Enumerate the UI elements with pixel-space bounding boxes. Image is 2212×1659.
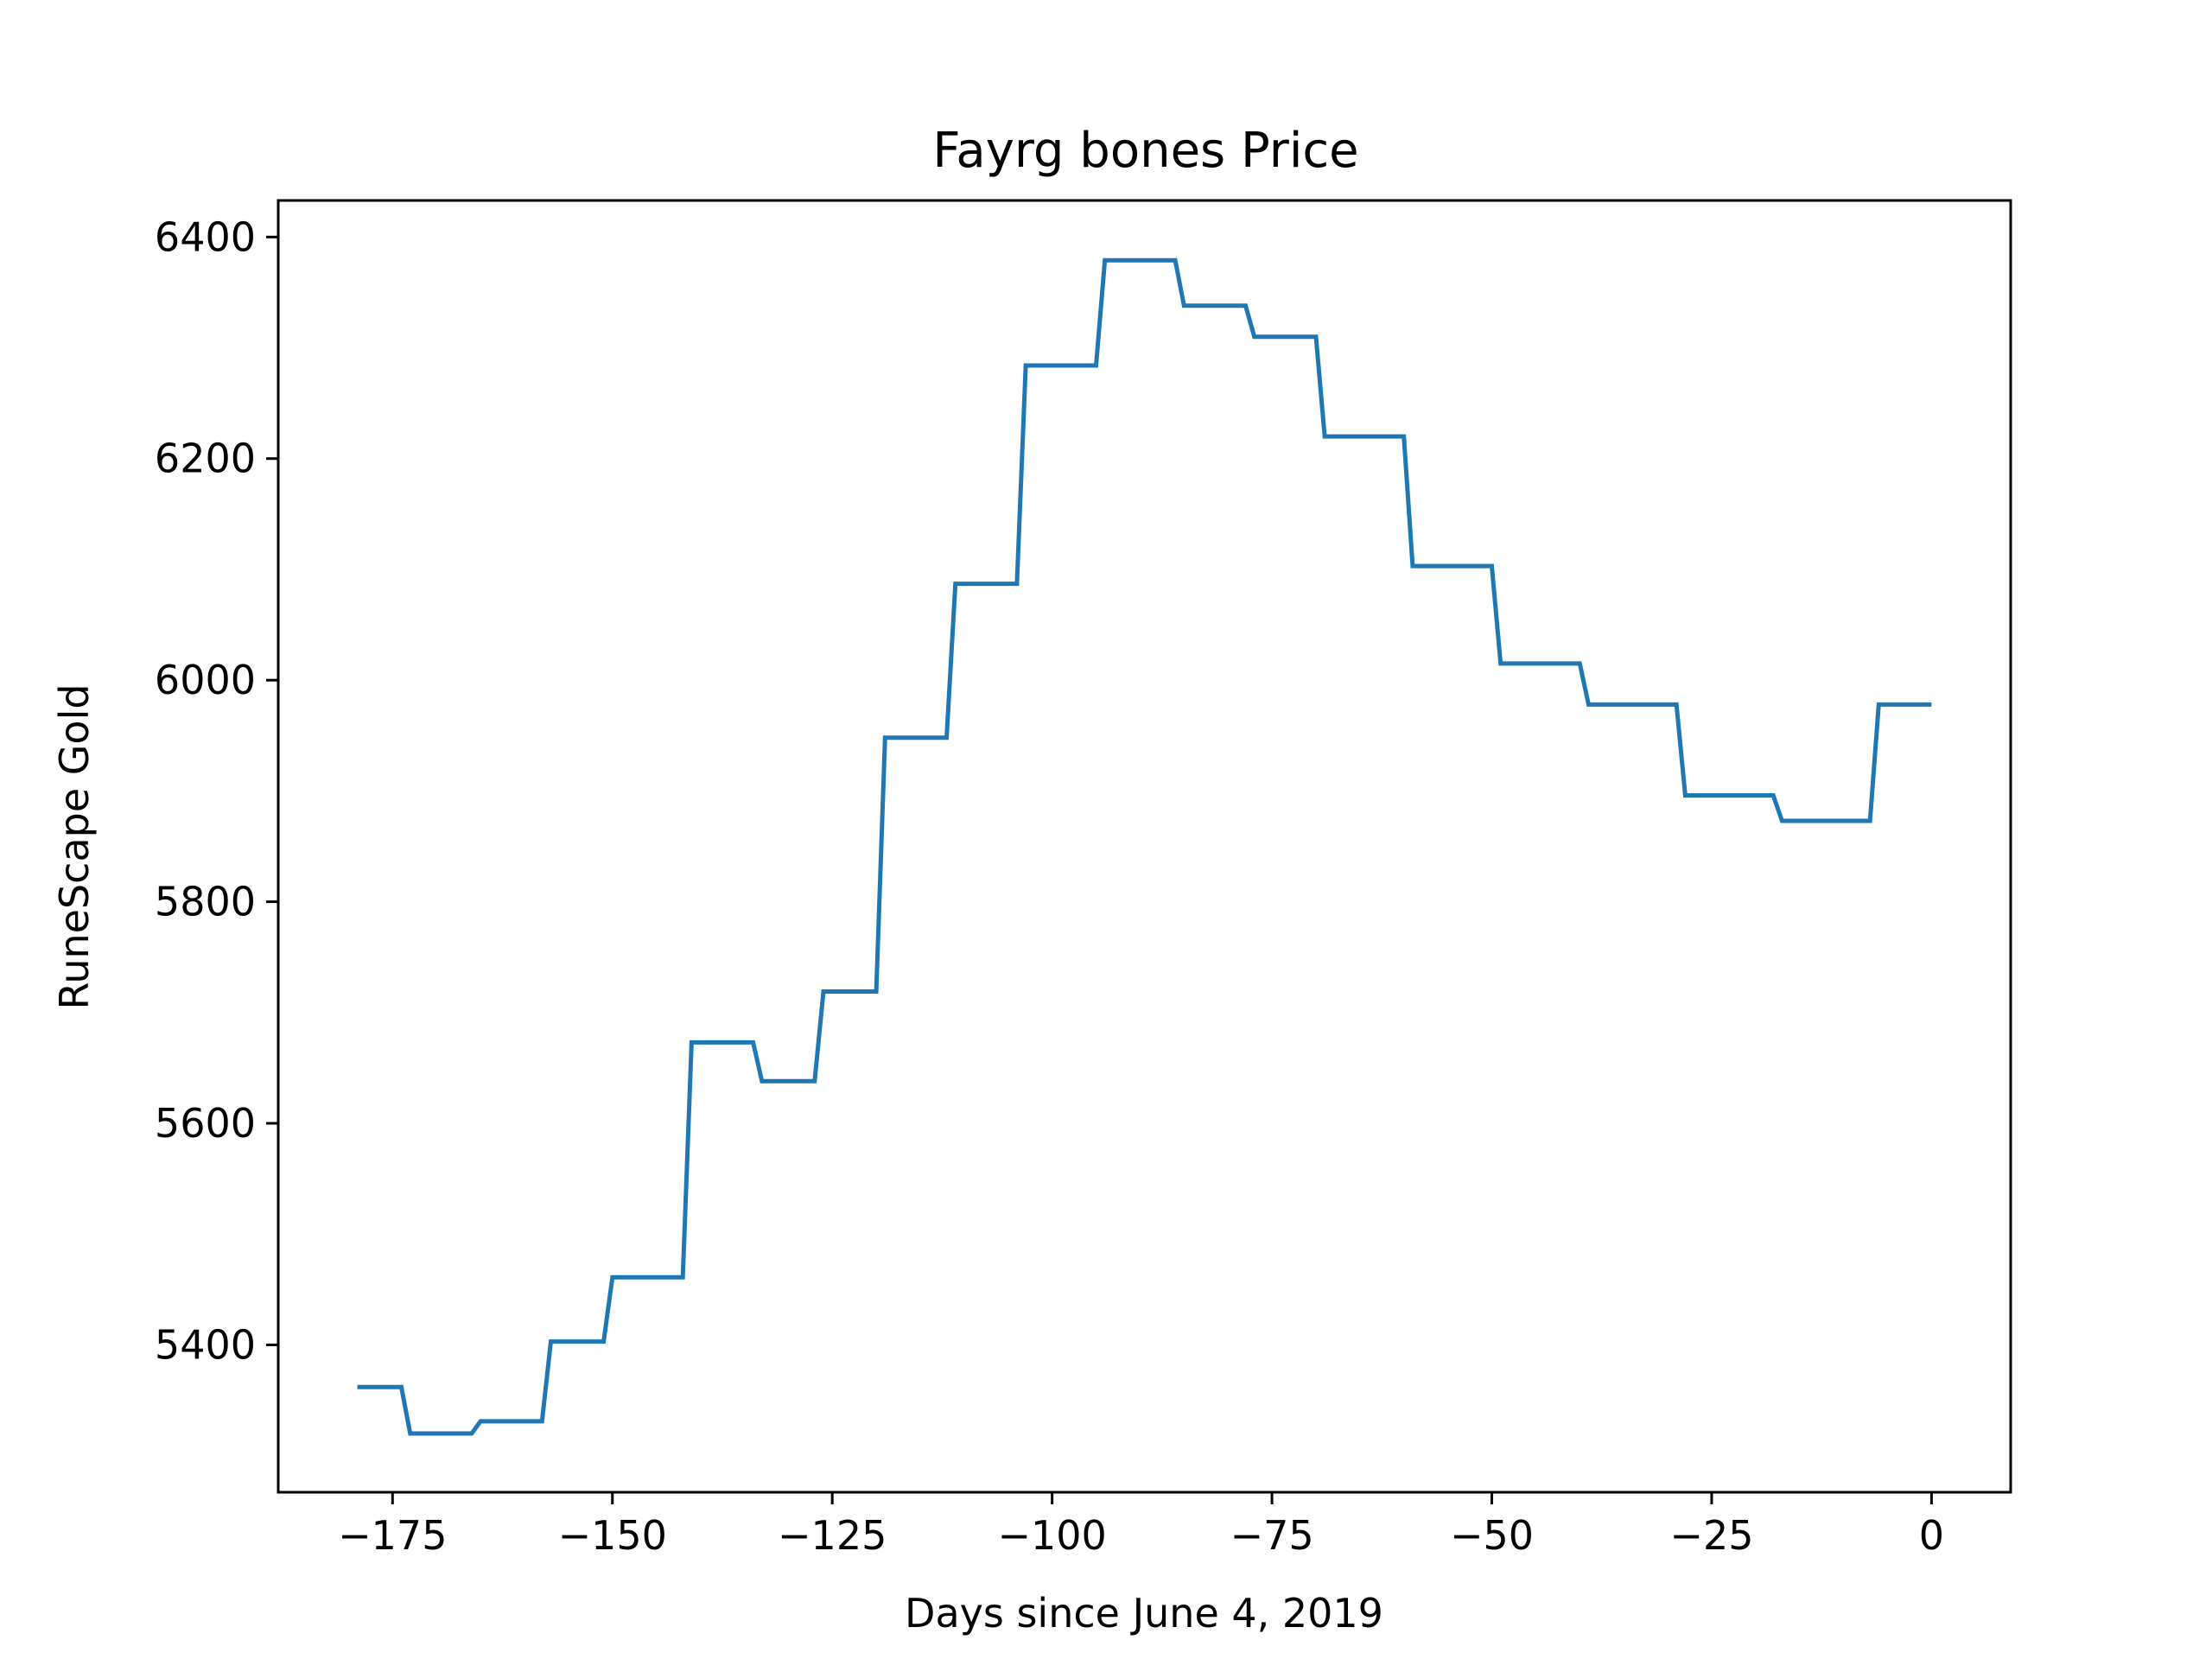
plot-area (357, 257, 1932, 1436)
x-tick-label: −75 (1230, 1512, 1314, 1559)
x-tick-label: −175 (338, 1512, 447, 1559)
x-tick-label: −25 (1669, 1512, 1753, 1559)
y-axis: 5400 5600 5800 6000 6200 6400 (155, 213, 278, 1368)
y-tick-label: 5400 (155, 1321, 256, 1368)
chart-title: Fayrg bones Price (932, 123, 1358, 179)
y-tick-label: 5800 (155, 879, 256, 925)
y-axis-label: RuneScape Gold (51, 683, 98, 1009)
x-tick-label: −125 (778, 1512, 887, 1559)
x-tick-label: −100 (997, 1512, 1106, 1559)
y-tick-label: 6200 (155, 435, 256, 482)
x-tick-label: −50 (1450, 1512, 1534, 1559)
y-tick-label: 6000 (155, 657, 256, 703)
x-tick-label: 0 (1919, 1512, 1944, 1559)
plot-frame (276, 199, 2012, 1494)
x-axis-label: Days since June 4, 2019 (905, 1590, 1383, 1637)
x-axis: −175 −150 −125 −100 −75 −50 −25 0 (338, 1492, 1944, 1559)
x-tick-label: −150 (558, 1512, 667, 1559)
y-tick-label: 5600 (155, 1100, 256, 1147)
series-line-0 (357, 257, 1932, 1436)
y-tick-label: 6400 (155, 213, 256, 260)
